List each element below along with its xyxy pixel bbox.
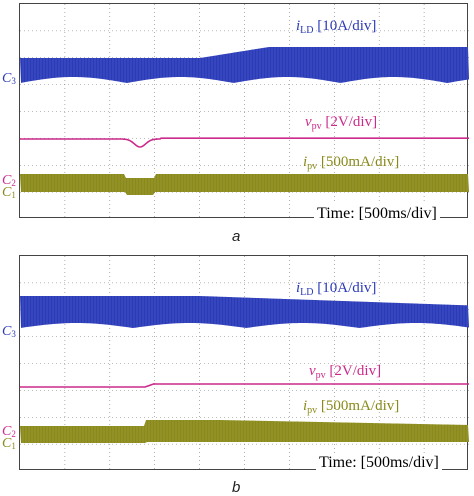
c1-marker-b: C1 [2, 436, 16, 451]
ipv-waveform-b [20, 420, 469, 443]
waveform-plot-a [20, 4, 469, 219]
vpv-label-b: vpv [2V/div] [309, 363, 382, 381]
ild-waveform-a-envelope [20, 47, 469, 83]
time-scale-b: Time: [500ms/div] [316, 453, 442, 473]
ipv-label-b: ipv [500mA/div] [303, 398, 400, 416]
caption-b: b [232, 479, 241, 496]
vpv-waveform-b [20, 383, 469, 388]
oscilloscope-panel-b: iLD [10A/div] vpv [2V/div] ipv [500mA/di… [19, 255, 469, 473]
time-scale-a: Time: [500ms/div] [314, 204, 440, 224]
c1-marker-a: C1 [2, 185, 16, 200]
ild-label-b: iLD [10A/div] [296, 280, 377, 298]
c3-marker-b: C3 [2, 324, 16, 339]
ild-waveform-a [20, 46, 469, 83]
waveform-plot-b [20, 256, 469, 471]
ipv-waveform-a [20, 174, 469, 195]
oscilloscope-panel-a: iLD [10A/div] vpv [2V/div] ipv [500mA/di… [19, 3, 469, 224]
ild-waveform-b [20, 296, 469, 328]
c2-marker-b: C2 [2, 424, 16, 439]
ild-label-a: iLD [10A/div] [296, 18, 377, 36]
c3-marker-a: C3 [2, 71, 16, 86]
ipv-label-a: ipv [500mA/div] [303, 154, 400, 172]
caption-a: a [232, 228, 241, 245]
vpv-label-a: vpv [2V/div] [305, 114, 378, 132]
ild-waveform-b-envelope [20, 296, 469, 328]
vpv-waveform-a [20, 137, 469, 148]
c2-marker-a: C2 [2, 173, 16, 188]
ipv-waveform-b-envelope [20, 420, 469, 443]
ipv-waveform-a-envelope [20, 174, 469, 195]
